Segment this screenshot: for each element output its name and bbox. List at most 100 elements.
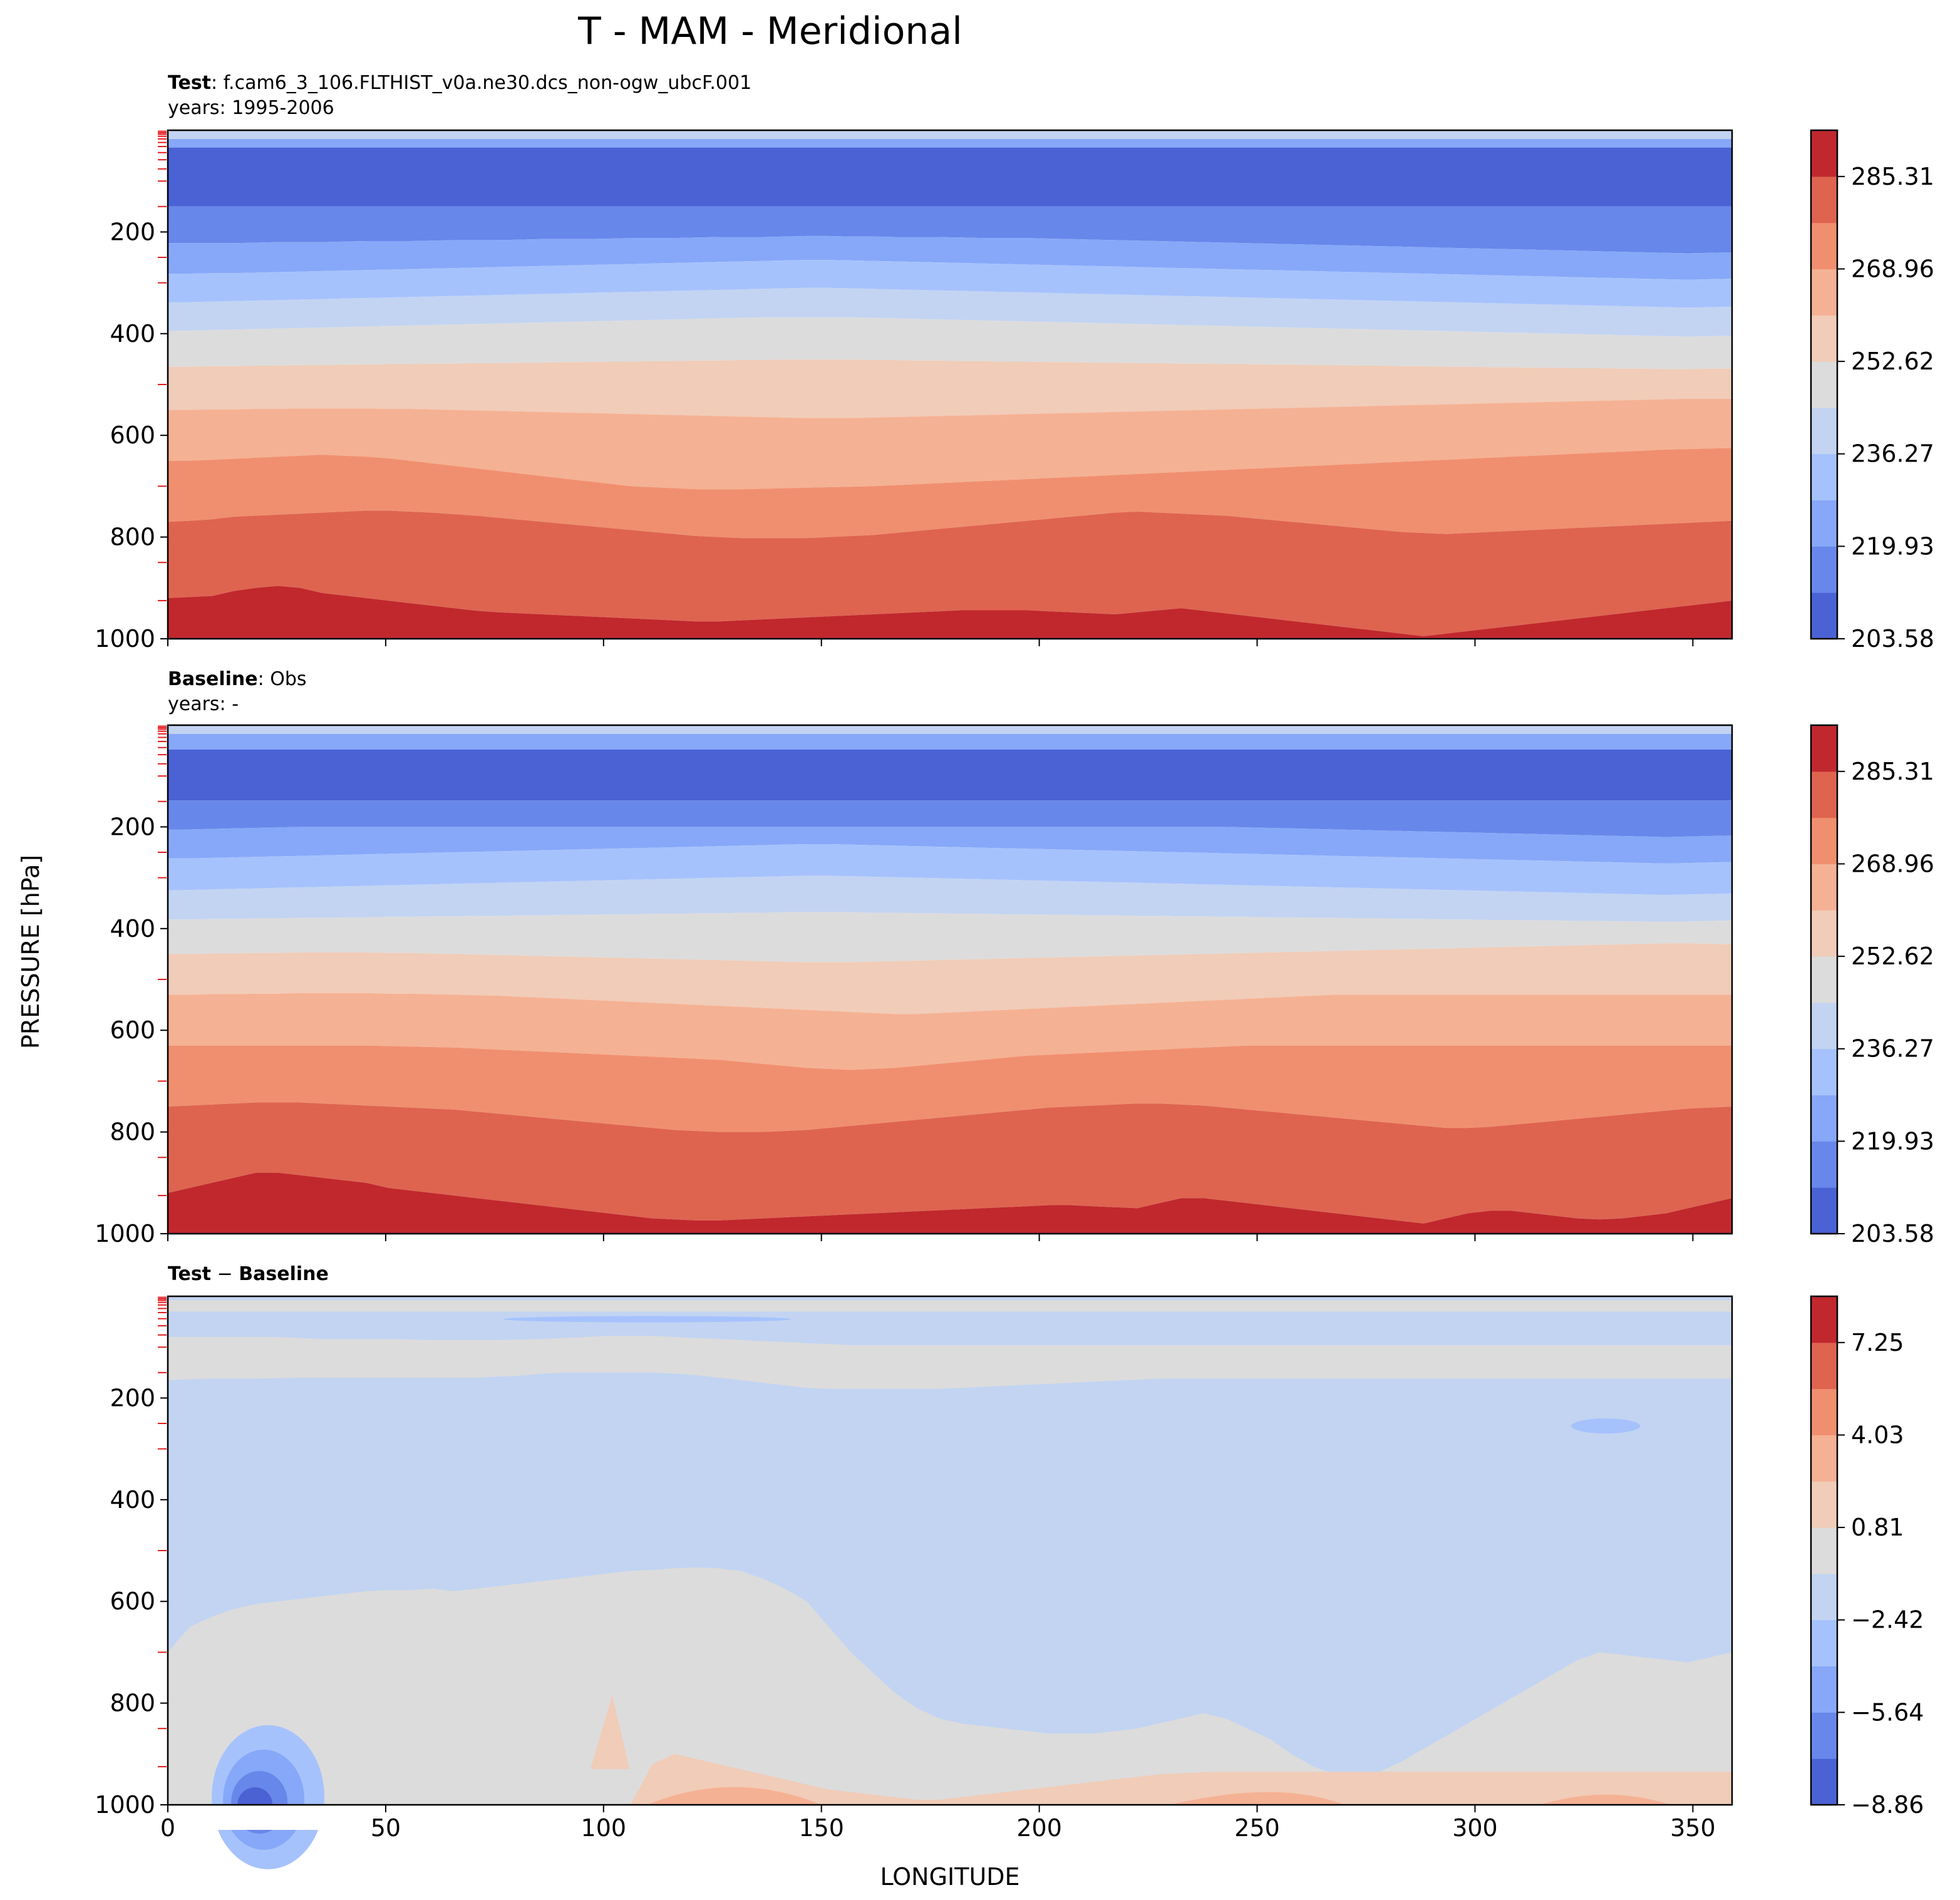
panel-baseline-ytick-label: 200 <box>110 813 155 840</box>
test-band-7 <box>168 398 1732 490</box>
colorbar-baseline-tick-label: 285.31 <box>1851 758 1934 785</box>
test-band-2 <box>168 235 1732 280</box>
test-panel-subheader: years: 1995-2006 <box>168 97 334 119</box>
baseline-panel-subheader: years: - <box>168 693 239 715</box>
panel-test-ytick-label: 400 <box>110 320 155 348</box>
x-axis-label: LONGITUDE <box>880 1863 1019 1891</box>
test-band-1 <box>168 206 1732 254</box>
panel-difference-ytick-label: 200 <box>110 1384 155 1412</box>
difference-band-top <box>168 1296 1732 1312</box>
panel-test-ytick-label: 1000 <box>95 625 155 653</box>
colorbar-test-segment <box>1811 361 1837 408</box>
baseline-band-9 <box>168 1102 1732 1224</box>
difference-band-warm <box>168 1753 1732 1805</box>
baseline-band-6 <box>168 943 1732 1015</box>
difference-warm-core-3 <box>1540 1794 1671 1805</box>
panel-test-ytick-label: 200 <box>110 218 155 245</box>
panel-difference-xtick-label: 0 <box>160 1814 175 1842</box>
colorbar-baseline-segment <box>1811 1002 1837 1050</box>
baseline-band-topmost <box>168 725 1732 734</box>
panel-baseline-ytick-label: 400 <box>110 915 155 942</box>
colorbar-test-segment <box>1811 315 1837 362</box>
baseline-band-1 <box>168 800 1732 837</box>
test-panel-header-bold: Test <box>168 72 211 94</box>
colorbar-test-frame <box>1810 129 1839 640</box>
colorbar-test-segment <box>1811 407 1837 455</box>
panel-test-ytick-label: 800 <box>110 524 155 551</box>
colorbar-difference-tick-label: 0.81 <box>1851 1514 1904 1541</box>
panel-difference-ytick-label: 1000 <box>95 1791 155 1819</box>
difference-band-topmost <box>168 1296 1732 1300</box>
baseline-panel-header: Baseline: Obs <box>168 668 307 690</box>
panel-difference-xtick-label: 350 <box>1670 1814 1716 1842</box>
colorbar-baseline-tick-label: 219.93 <box>1851 1127 1934 1155</box>
panel-difference-xtick-label: 250 <box>1234 1814 1280 1842</box>
colorbar-difference-segment <box>1811 1712 1837 1759</box>
colorbar-test-segment <box>1811 500 1837 547</box>
difference-panel-header: Test − Baseline <box>168 1263 329 1285</box>
panel-difference-frame <box>167 1295 1733 1806</box>
panel-difference-xtick-label: 300 <box>1452 1814 1498 1842</box>
difference-warm-core <box>647 1787 822 1805</box>
test-panel-header: Test: f.cam6_3_106.FLTHIST_v0a.ne30.dcs_… <box>168 72 751 94</box>
difference-cold-streak <box>503 1316 792 1323</box>
baseline-band-3 <box>168 844 1732 896</box>
colorbar-difference-segment <box>1811 1619 1837 1667</box>
panel-baseline-frame <box>167 724 1733 1235</box>
colorbar-baseline-segment <box>1811 771 1837 818</box>
colorbar-baseline-segment <box>1811 1048 1837 1096</box>
colorbar-baseline-segment <box>1811 725 1837 772</box>
test-band-surface <box>168 586 1732 639</box>
baseline-band-4 <box>168 875 1732 922</box>
panel-difference-ytick-label: 600 <box>110 1588 155 1615</box>
colorbar-difference-segment <box>1811 1527 1837 1574</box>
colorbar-difference-frame <box>1810 1295 1839 1806</box>
colorbar-difference-segment <box>1811 1481 1837 1528</box>
panel-baseline-ytick-label: 1000 <box>95 1220 155 1247</box>
colorbar-baseline-tick-label: 268.96 <box>1851 850 1934 877</box>
difference-band-lower-gray <box>168 1567 1732 1805</box>
baseline-panel-header-bold: Baseline <box>168 668 258 690</box>
colorbar-test-tick-label: 236.27 <box>1851 440 1934 468</box>
colorbar-test-segment <box>1811 176 1837 224</box>
panel-difference-xtick-label: 150 <box>798 1814 844 1842</box>
baseline-band-8 <box>168 1045 1732 1132</box>
panel-baseline-ytick-label: 800 <box>110 1118 155 1146</box>
colorbar-difference-tick-label: −8.86 <box>1851 1791 1924 1819</box>
difference-panel-header-sep: − <box>211 1263 239 1285</box>
test-band-0 <box>168 147 1732 207</box>
colorbar-baseline-segment <box>1811 864 1837 911</box>
colorbar-baseline-segment <box>1811 1095 1837 1142</box>
colorbar-difference-segment <box>1811 1666 1837 1713</box>
panel-test-ytick-label: 600 <box>110 421 155 449</box>
colorbar-difference-tick-label: −5.64 <box>1851 1698 1924 1726</box>
colorbar-baseline-tick-label: 252.62 <box>1851 942 1934 970</box>
panel-difference-ytick-label: 800 <box>110 1690 155 1717</box>
test-band-topmost <box>168 130 1732 139</box>
test-band-4 <box>168 287 1732 337</box>
panel-difference-ytick-label: 400 <box>110 1486 155 1514</box>
colorbar-difference-segment <box>1811 1758 1837 1805</box>
panel-difference-xtick-label: 200 <box>1016 1814 1062 1842</box>
test-band-6 <box>168 359 1732 418</box>
baseline-band-2 <box>168 827 1732 864</box>
difference-band-upper-gray <box>168 1336 1732 1389</box>
y-axis-label: PRESSURE [hPa] <box>17 855 44 1049</box>
colorbar-test-segment <box>1811 592 1837 639</box>
colorbar-test-tick-label: 268.96 <box>1851 255 1934 282</box>
difference-panel-header-bold-2: Baseline <box>239 1263 329 1285</box>
colorbar-baseline-segment <box>1811 1141 1837 1188</box>
colorbar-baseline-tick-label: 236.27 <box>1851 1035 1934 1063</box>
colorbar-baseline-frame <box>1810 724 1839 1235</box>
colorbar-baseline-segment <box>1811 910 1837 957</box>
baseline-panel-header-text: : Obs <box>258 668 307 690</box>
colorbar-test-tick-label: 285.31 <box>1851 163 1934 190</box>
test-band-9 <box>168 510 1732 636</box>
plot-layer: 200 400 600 800 1000 285.31 268.96 252.62 236.27… <box>95 129 1934 1869</box>
colorbar-difference-tick-label: 4.03 <box>1851 1421 1904 1448</box>
colorbar-difference-segment <box>1811 1573 1837 1621</box>
colorbar-difference-segment <box>1811 1296 1837 1343</box>
panel-test-frame <box>167 129 1733 640</box>
baseline-band-0 <box>168 750 1732 801</box>
